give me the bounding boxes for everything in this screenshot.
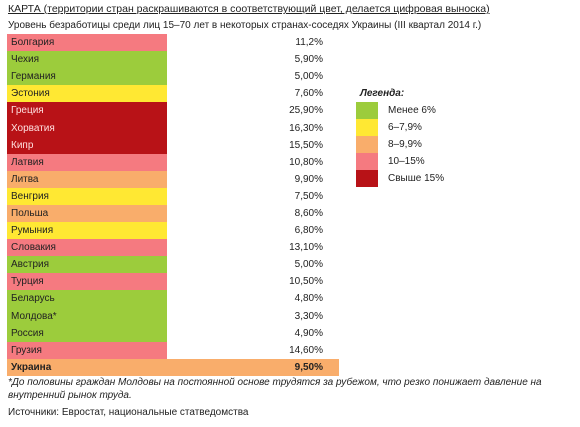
- value-cell: 15,50%: [289, 139, 323, 151]
- legend-label: Менее 6%: [388, 105, 436, 116]
- legend-item: 8–9,9%: [356, 136, 496, 153]
- country-cell: Болгария: [7, 34, 167, 52]
- legend-swatch: [356, 119, 378, 136]
- value-cell: 11,2%: [295, 37, 323, 49]
- table-row: Греция 25,90%: [7, 102, 339, 120]
- legend-swatch: [356, 136, 378, 153]
- legend-label: 10–15%: [388, 156, 425, 167]
- legend-label: 6–7,9%: [388, 122, 422, 133]
- legend-label: Свыше 15%: [388, 173, 445, 184]
- country-cell: Украина: [7, 358, 167, 376]
- table-row: Украина 9,50%: [7, 358, 339, 376]
- value-cell: 5,00%: [294, 71, 323, 83]
- table-row: Румыния 6,80%: [7, 222, 339, 240]
- legend-item: 10–15%: [356, 153, 496, 170]
- table-row: Чехия 5,90%: [7, 51, 339, 69]
- table-row: Венгрия 7,50%: [7, 187, 339, 205]
- legend-swatch: [356, 102, 378, 119]
- value-cell: 16,30%: [289, 122, 323, 134]
- country-cell: Грузия: [7, 341, 167, 359]
- table-row: Словакия 13,10%: [7, 239, 339, 257]
- country-cell: Словакия: [7, 239, 167, 257]
- value-cell: 10,50%: [289, 276, 323, 288]
- value-cell: 25,90%: [289, 105, 323, 117]
- country-cell: Латвия: [7, 153, 167, 171]
- table-row: Молдова* 3,30%: [7, 307, 339, 325]
- table-row: Польша 8,60%: [7, 204, 339, 223]
- country-cell: Германия: [7, 68, 167, 86]
- table-row: Латвия 10,80%: [7, 153, 339, 171]
- table-row: Беларусь 4,80%: [7, 290, 339, 308]
- country-cell: Литва: [7, 170, 167, 188]
- country-cell: Польша: [7, 204, 167, 223]
- country-cell: Россия: [7, 324, 167, 342]
- country-cell: Турция: [7, 273, 167, 291]
- unemployment-table: Болгария 11,2% Чехия 5,90% Германия 5,00% Эсто…: [7, 34, 339, 376]
- table-row: Болгария 11,2%: [7, 34, 339, 52]
- chart-subtitle: Уровень безработицы среди лиц 15–70 лет …: [8, 20, 482, 31]
- country-cell: Австрия: [7, 256, 167, 274]
- country-cell: Венгрия: [7, 187, 167, 205]
- country-cell: Эстония: [7, 85, 167, 103]
- country-cell: Беларусь: [7, 290, 167, 308]
- value-cell: 6,80%: [294, 225, 323, 237]
- country-cell: Молдова*: [7, 307, 167, 325]
- legend-item: Свыше 15%: [356, 170, 496, 187]
- source-note: Источники: Евростат, национальные статве…: [8, 407, 249, 418]
- country-cell: Кипр: [7, 136, 167, 154]
- legend: Легенда: Менее 6% 6–7,9% 8–9,9% 10–15% Свыше…: [356, 88, 496, 187]
- table-row: Турция 10,50%: [7, 273, 339, 291]
- legend-item: 6–7,9%: [356, 119, 496, 136]
- value-cell: 9,50%: [294, 361, 323, 373]
- value-cell: 5,00%: [294, 259, 323, 271]
- value-cell: 4,80%: [294, 293, 323, 305]
- value-cell: 3,30%: [294, 310, 323, 322]
- table-row: Хорватия 16,30%: [7, 119, 339, 137]
- table-row: Эстония 7,60%: [7, 85, 339, 103]
- value-cell: 7,60%: [294, 88, 323, 100]
- table-row: Грузия 14,60%: [7, 341, 339, 359]
- table-row: Литва 9,90%: [7, 170, 339, 188]
- value-cell: 8,60%: [294, 207, 323, 219]
- value-cell: 9,90%: [294, 173, 323, 185]
- table-row: Германия 5,00%: [7, 68, 339, 86]
- value-cell: 10,80%: [289, 156, 323, 168]
- legend-title: Легенда:: [360, 88, 405, 99]
- table-row: Кипр 15,50%: [7, 136, 339, 154]
- legend-item: Менее 6%: [356, 102, 496, 119]
- value-cell: 14,60%: [289, 344, 323, 356]
- legend-swatch: [356, 170, 378, 187]
- country-cell: Греция: [7, 102, 167, 120]
- country-cell: Румыния: [7, 222, 167, 240]
- table-row: Россия 4,90%: [7, 324, 339, 342]
- value-cell: 5,90%: [294, 54, 323, 66]
- footnote: *До половины граждан Молдовы на постоянн…: [8, 377, 542, 401]
- legend-label: 8–9,9%: [388, 139, 422, 150]
- country-cell: Хорватия: [7, 119, 167, 137]
- table-row: Австрия 5,00%: [7, 256, 339, 274]
- value-cell: 4,90%: [294, 327, 323, 339]
- country-cell: Чехия: [7, 51, 167, 69]
- chart-title: КАРТА (территории стран раскрашиваются в…: [8, 3, 490, 15]
- legend-items: Менее 6% 6–7,9% 8–9,9% 10–15% Свыше 15%: [356, 102, 496, 187]
- value-cell: 13,10%: [289, 242, 323, 254]
- value-cell: 7,50%: [294, 190, 323, 202]
- legend-swatch: [356, 153, 378, 170]
